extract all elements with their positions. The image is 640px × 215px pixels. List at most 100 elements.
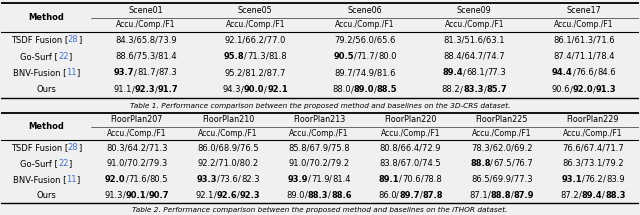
Text: /: / xyxy=(155,85,158,94)
Text: 91.7: 91.7 xyxy=(158,85,179,94)
Text: Method: Method xyxy=(28,13,64,22)
Text: /: / xyxy=(122,191,125,200)
Text: 88.5: 88.5 xyxy=(377,85,397,94)
Text: Scene09: Scene09 xyxy=(457,6,492,15)
Text: 76.7: 76.7 xyxy=(515,159,534,168)
Text: 76.6: 76.6 xyxy=(575,69,595,77)
Text: 71.3: 71.3 xyxy=(247,52,266,61)
Text: Accu./Comp./F1: Accu./Comp./F1 xyxy=(472,129,531,138)
Text: 90.1: 90.1 xyxy=(125,191,146,200)
Text: 87.3: 87.3 xyxy=(159,69,177,77)
Text: 84.3/65.8/73.9: 84.3/65.8/73.9 xyxy=(115,35,177,45)
Text: 92.1: 92.1 xyxy=(268,85,288,94)
Text: /: / xyxy=(579,191,582,200)
Text: 86.0/68.9/76.5: 86.0/68.9/76.5 xyxy=(197,143,259,152)
Text: ]: ] xyxy=(76,69,80,77)
Text: 73.6: 73.6 xyxy=(220,175,238,184)
Text: Ours: Ours xyxy=(36,85,56,94)
Text: /: / xyxy=(399,175,402,184)
Text: /: / xyxy=(582,175,585,184)
Text: 89.0: 89.0 xyxy=(287,191,305,200)
Text: Scene01: Scene01 xyxy=(129,6,163,15)
Text: Accu./Comp./F1: Accu./Comp./F1 xyxy=(554,20,614,29)
Text: /: / xyxy=(570,85,573,94)
Text: Accu./Comp./F1: Accu./Comp./F1 xyxy=(107,129,166,138)
Text: FloorPlan229: FloorPlan229 xyxy=(567,115,620,124)
Text: /: / xyxy=(593,85,596,94)
Text: Scene05: Scene05 xyxy=(238,6,273,15)
Text: /: / xyxy=(463,69,466,77)
Text: Method: Method xyxy=(28,122,64,131)
Text: /: / xyxy=(146,191,148,200)
Text: 89.4: 89.4 xyxy=(582,191,602,200)
Text: /: / xyxy=(156,69,159,77)
Text: /: / xyxy=(131,85,134,94)
Text: ]: ] xyxy=(78,35,82,45)
Text: Table 1. Performance comparison between the proposed method and baselines on the: Table 1. Performance comparison between … xyxy=(130,103,510,109)
Text: /: / xyxy=(244,52,247,61)
Text: Scene06: Scene06 xyxy=(348,6,382,15)
Text: 87.4/71.1/78.4: 87.4/71.1/78.4 xyxy=(553,52,614,61)
Text: 85.8/67.9/75.8: 85.8/67.9/75.8 xyxy=(289,143,350,152)
Text: 89.0: 89.0 xyxy=(354,85,374,94)
Text: /: / xyxy=(125,175,129,184)
Text: 83.9: 83.9 xyxy=(606,175,625,184)
Text: 83.8/67.0/74.5: 83.8/67.0/74.5 xyxy=(380,159,441,168)
Text: 88.0: 88.0 xyxy=(332,85,351,94)
Text: FloorPlan210: FloorPlan210 xyxy=(202,115,254,124)
Text: /: / xyxy=(330,175,332,184)
Text: 93.9: 93.9 xyxy=(288,175,308,184)
Text: 81.7: 81.7 xyxy=(138,69,156,77)
Text: Accu./Comp./F1: Accu./Comp./F1 xyxy=(445,20,504,29)
Text: 95.8: 95.8 xyxy=(223,52,244,61)
Text: 87.8: 87.8 xyxy=(422,191,443,200)
Text: /: / xyxy=(134,69,138,77)
Text: 86.0: 86.0 xyxy=(378,191,397,200)
Text: 95.2/81.2/87.7: 95.2/81.2/87.7 xyxy=(225,69,286,77)
Text: TSDF Fusion [: TSDF Fusion [ xyxy=(11,35,68,45)
Text: 84.6: 84.6 xyxy=(597,69,616,77)
Text: /: / xyxy=(511,191,514,200)
Text: /: / xyxy=(354,52,356,61)
Text: Table 2. Performance comparison between the proposed method and baselines on the: Table 2. Performance comparison between … xyxy=(132,207,508,213)
Text: 22: 22 xyxy=(58,52,68,61)
Text: TSDF Fusion [: TSDF Fusion [ xyxy=(11,143,68,152)
Text: 11: 11 xyxy=(66,175,77,184)
Text: 83.3: 83.3 xyxy=(463,85,484,94)
Text: 90.0: 90.0 xyxy=(244,85,264,94)
Text: ]: ] xyxy=(68,52,72,61)
Text: 92.6: 92.6 xyxy=(216,191,237,200)
Text: ]: ] xyxy=(68,159,72,168)
Text: 78.8: 78.8 xyxy=(424,175,442,184)
Text: 68.1: 68.1 xyxy=(466,69,484,77)
Text: 93.7: 93.7 xyxy=(114,69,134,77)
Text: 87.2: 87.2 xyxy=(561,191,579,200)
Text: /: / xyxy=(264,85,268,94)
Text: 89.1: 89.1 xyxy=(379,175,399,184)
Text: 90.7: 90.7 xyxy=(148,191,169,200)
Text: 78.3/62.0/69.2: 78.3/62.0/69.2 xyxy=(471,143,532,152)
Text: /: / xyxy=(305,191,308,200)
Text: /: / xyxy=(308,175,311,184)
Text: 89.4: 89.4 xyxy=(443,69,463,77)
Text: Accu./Comp./F1: Accu./Comp./F1 xyxy=(381,129,440,138)
Text: 71.7: 71.7 xyxy=(356,52,375,61)
Text: 94.4: 94.4 xyxy=(552,69,573,77)
Text: /: / xyxy=(328,191,331,200)
Text: 86.1/61.3/71.6: 86.1/61.3/71.6 xyxy=(553,35,614,45)
Text: Scene17: Scene17 xyxy=(566,6,601,15)
Text: FloorPlan207: FloorPlan207 xyxy=(111,115,163,124)
Text: 70.6: 70.6 xyxy=(402,175,420,184)
Text: /: / xyxy=(488,191,491,200)
Text: /: / xyxy=(604,175,606,184)
Text: 87.1: 87.1 xyxy=(469,191,488,200)
Text: 85.7: 85.7 xyxy=(486,85,507,94)
Text: 80.3/64.2/71.3: 80.3/64.2/71.3 xyxy=(106,143,168,152)
Text: ]: ] xyxy=(78,143,82,152)
Text: FloorPlan213: FloorPlan213 xyxy=(293,115,346,124)
Text: Go-Surf [: Go-Surf [ xyxy=(20,52,58,61)
Text: /: / xyxy=(214,191,216,200)
Text: 93.3: 93.3 xyxy=(196,175,217,184)
Text: 86.5/69.9/77.3: 86.5/69.9/77.3 xyxy=(471,175,532,184)
Text: 81.3/51.6/63.1: 81.3/51.6/63.1 xyxy=(444,35,505,45)
